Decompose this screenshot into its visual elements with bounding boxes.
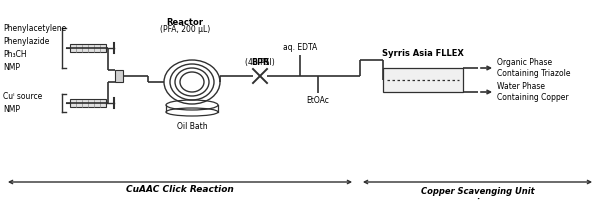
Text: aq. EDTA: aq. EDTA [283, 43, 317, 52]
Bar [383, 68, 463, 92]
Text: Organic Phase
Containing Triazole: Organic Phase Containing Triazole [497, 58, 571, 78]
Text: BPR: BPR [251, 58, 269, 67]
Bar [70, 99, 106, 107]
Text: EtOAc: EtOAc [307, 96, 329, 105]
Text: Oil Bath: Oil Bath [176, 122, 208, 131]
Text: Phenylacetylene
Phenylazide
Ph₃CH
NMP: Phenylacetylene Phenylazide Ph₃CH NMP [3, 24, 66, 72]
Text: Cuᴵ source
NMP: Cuᴵ source NMP [3, 92, 42, 114]
Text: Syrris Asia FLLEX: Syrris Asia FLLEX [382, 49, 464, 58]
Text: Copper Scavenging Unit
via
Microfluidic Extraction: Copper Scavenging Unit via Microfluidic … [421, 187, 535, 200]
Bar [115, 70, 123, 82]
Text: Reactor: Reactor [167, 18, 203, 27]
Text: Water Phase
Containing Copper: Water Phase Containing Copper [497, 82, 569, 102]
Text: CuAAC Click Reaction: CuAAC Click Reaction [126, 185, 234, 194]
Bar [70, 44, 106, 52]
Text: (40 PSI): (40 PSI) [245, 48, 275, 67]
Text: (PFA, 200 μL): (PFA, 200 μL) [160, 25, 210, 34]
